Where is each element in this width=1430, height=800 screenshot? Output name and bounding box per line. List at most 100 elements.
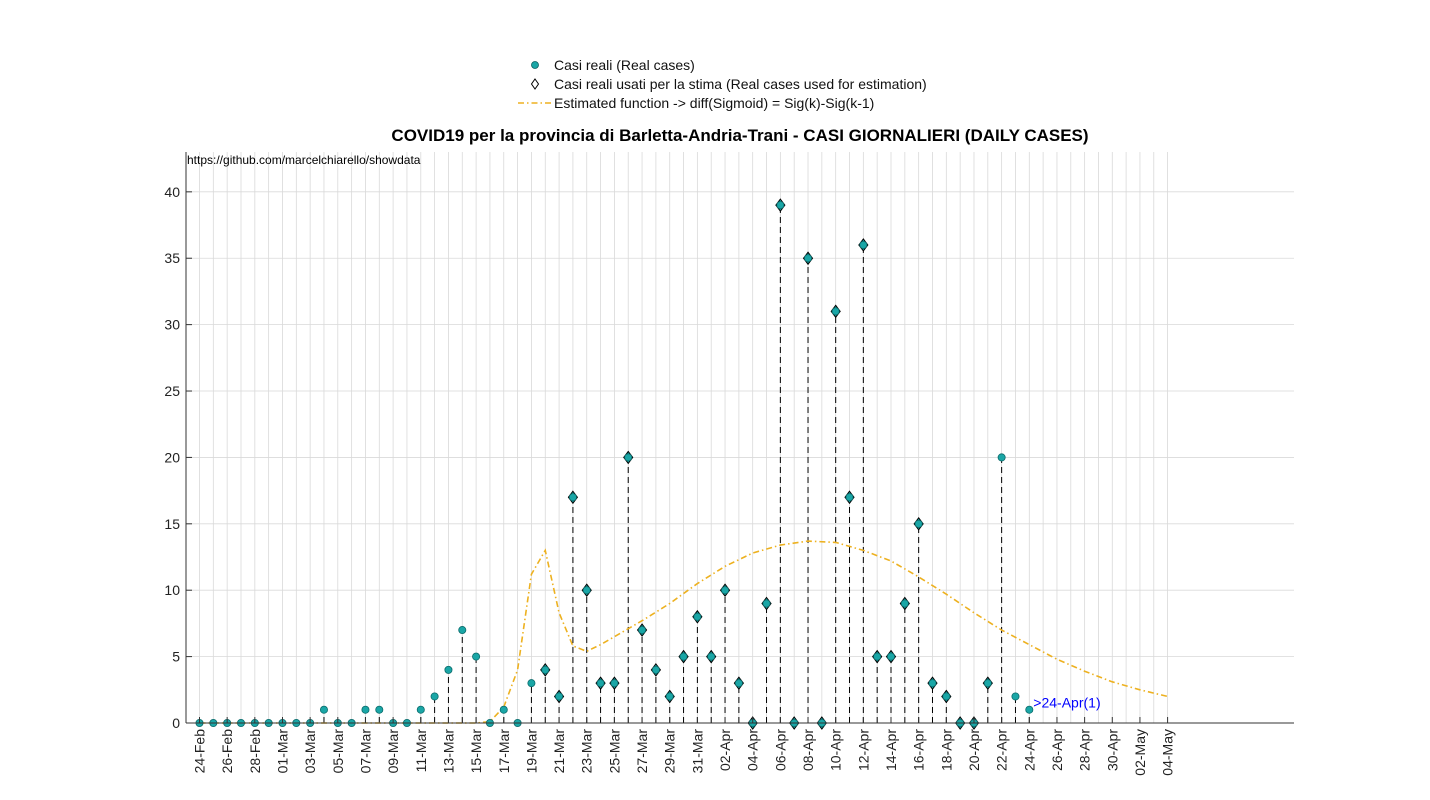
legend-used-label: Casi reali usati per la stima (Real case…: [554, 76, 927, 92]
real-point: [914, 519, 923, 528]
y-tick-labels: 0 5 10 15 20 25 30 35 40: [164, 184, 180, 731]
real-point: [665, 692, 674, 701]
real-point: [997, 453, 1006, 462]
x-tick-label: 18-Apr: [938, 729, 954, 771]
y-tick-label: 20: [164, 449, 180, 465]
x-tick-label: 24-Feb: [192, 729, 208, 774]
x-tick-label: 30-Apr: [1104, 729, 1120, 771]
legend-real-label: Casi reali (Real cases): [554, 57, 695, 73]
real-point: [472, 652, 481, 661]
x-tick-label: 11-Mar: [413, 729, 429, 773]
x-tick-label: 25-Mar: [606, 729, 622, 774]
real-point: [928, 679, 937, 688]
x-tick-label: 15-Mar: [468, 729, 484, 774]
real-point: [319, 705, 328, 714]
real-point: [555, 692, 564, 701]
real-point: [900, 599, 909, 608]
x-tick-label: 28-Apr: [1077, 729, 1093, 771]
x-tick-label: 04-May: [1160, 729, 1176, 776]
x-tick-label: 06-Apr: [772, 729, 788, 771]
x-tick-label: 03-Mar: [302, 729, 318, 774]
real-point: [859, 240, 868, 249]
legend-fit-label: Estimated function -> diff(Sigmoid) = Si…: [554, 95, 874, 111]
real-point: [831, 307, 840, 316]
real-point: [527, 679, 536, 688]
x-tick-label: 05-Mar: [330, 729, 346, 774]
fit-line: [199, 540, 1168, 724]
y-tick-label: 35: [164, 250, 180, 266]
real-point: [734, 679, 743, 688]
x-tick-label: 23-Mar: [579, 729, 595, 774]
real-point: [541, 665, 550, 674]
stems: [323, 205, 1030, 723]
real-point: [416, 705, 425, 714]
real-point: [1011, 692, 1020, 701]
x-tick-label: 14-Apr: [883, 729, 899, 771]
axes: [185, 152, 1294, 724]
x-tick-label: 07-Mar: [357, 729, 373, 774]
x-tick-label: 27-Mar: [634, 729, 650, 774]
real-point: [430, 692, 439, 701]
y-tick-label: 40: [164, 184, 180, 200]
real-point: [444, 665, 453, 674]
x-tick-label: 26-Feb: [219, 729, 235, 774]
x-tick-label: 02-May: [1132, 729, 1148, 776]
real-point: [1025, 705, 1034, 714]
x-tick-label: 10-Apr: [828, 729, 844, 771]
real-point: [983, 679, 992, 688]
real-point: [568, 493, 577, 502]
chart-title: COVID19 per la provincia di Barletta-And…: [391, 126, 1088, 145]
real-point: [651, 665, 660, 674]
real-point: [458, 626, 467, 635]
x-tick-label: 17-Mar: [496, 729, 512, 774]
legend-used-marker: [530, 78, 540, 90]
x-tick-label: 21-Mar: [551, 729, 567, 774]
x-tick-label: 19-Mar: [523, 729, 539, 774]
y-tick-label: 5: [172, 649, 180, 665]
x-tick-label: 22-Apr: [994, 729, 1010, 771]
x-tick-label: 04-Apr: [745, 729, 761, 771]
real-point: [942, 692, 951, 701]
x-tick-label: 20-Apr: [966, 729, 982, 771]
real-markers: [195, 201, 1034, 728]
real-point: [887, 652, 896, 661]
legend-real-marker: [531, 61, 539, 69]
x-tick-label: 24-Apr: [1021, 729, 1037, 771]
real-point: [873, 652, 882, 661]
x-tick-label: 29-Mar: [662, 729, 678, 774]
x-tick-label: 28-Feb: [247, 729, 263, 774]
y-tick-label: 30: [164, 317, 180, 333]
x-tick-label: 09-Mar: [385, 729, 401, 774]
real-point: [361, 705, 370, 714]
real-point: [679, 652, 688, 661]
last-date-annotation: >24-Apr(1): [1033, 695, 1100, 711]
x-tick-label: 12-Apr: [855, 729, 871, 771]
real-point: [624, 453, 633, 462]
y-tick-label: 25: [164, 383, 180, 399]
legend: Casi reali (Real cases) Casi reali usati…: [518, 57, 927, 111]
real-point: [375, 705, 384, 714]
x-tick-label: 31-Mar: [689, 729, 705, 774]
y-tick-label: 10: [164, 582, 180, 598]
real-point: [721, 586, 730, 595]
x-tick-label: 02-Apr: [717, 729, 733, 771]
x-tick-label: 16-Apr: [911, 729, 927, 771]
real-point: [499, 705, 508, 714]
real-point: [638, 626, 647, 635]
x-tick-label: 01-Mar: [274, 729, 290, 774]
real-point: [776, 201, 785, 210]
y-tick-label: 0: [172, 715, 180, 731]
source-url: https://github.com/marcelchiarello/showd…: [187, 153, 421, 167]
real-point: [762, 599, 771, 608]
real-point: [693, 612, 702, 621]
x-tick-labels: 24-Feb 26-Feb 28-Feb 01-Mar 03-Mar 05-Mar 07-M…: [192, 729, 1176, 776]
real-point: [582, 586, 591, 595]
x-tick-label: 13-Mar: [440, 729, 456, 774]
real-point: [804, 254, 813, 263]
real-point: [845, 493, 854, 502]
x-tick-label: 26-Apr: [1049, 729, 1065, 771]
real-point: [596, 679, 605, 688]
x-tick-label: 08-Apr: [800, 729, 816, 771]
